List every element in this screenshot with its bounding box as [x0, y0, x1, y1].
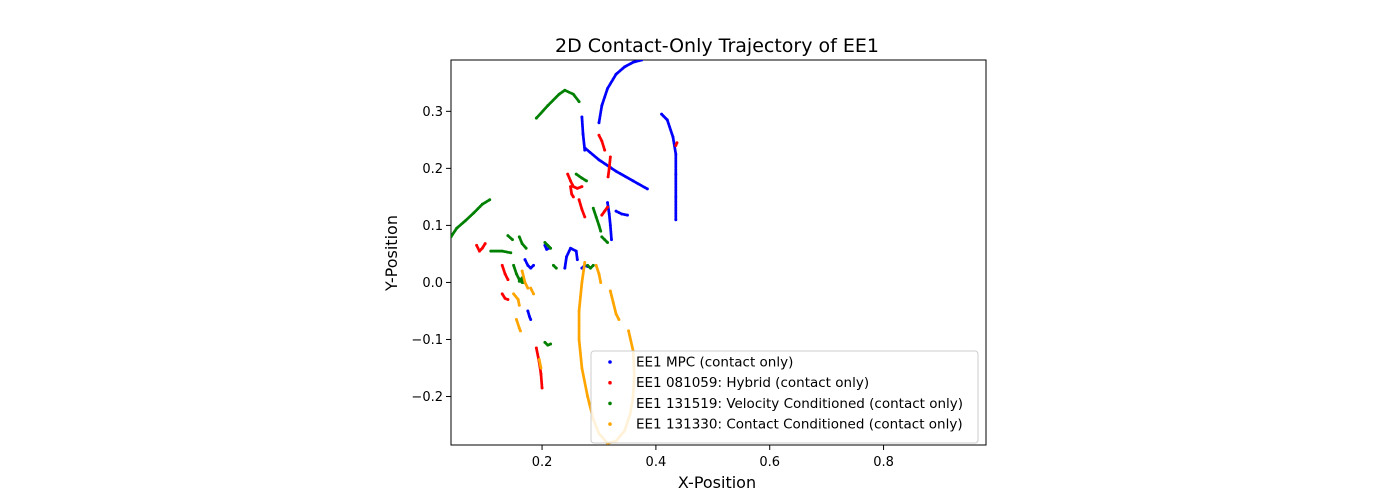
y-tick-label: −0.2 — [411, 390, 443, 405]
y-tick-label: 0.2 — [422, 162, 443, 177]
series-0-points — [523, 60, 678, 322]
legend: EE1 MPC (contact only) EE1 081059: Hybrid… — [590, 350, 979, 444]
series-1-points — [475, 133, 679, 390]
data-point — [524, 246, 528, 250]
legend-box — [590, 350, 979, 444]
data-point — [606, 175, 610, 179]
legend-label: EE1 MPC (contact only) — [636, 355, 793, 371]
data-point — [506, 298, 510, 302]
data-point — [506, 278, 510, 282]
y-axis-label: Y-Position — [382, 215, 401, 292]
x-tick-label: 0.6 — [759, 455, 780, 470]
data-point — [488, 198, 492, 202]
data-point — [645, 187, 649, 191]
y-tick-label: 0.0 — [422, 276, 443, 291]
data-point — [577, 100, 581, 104]
data-point — [571, 195, 575, 199]
data-point — [518, 329, 522, 333]
data-point — [549, 342, 553, 346]
data-point — [549, 246, 553, 250]
data-point — [554, 266, 558, 270]
data-point — [675, 141, 679, 145]
legend-label: EE1 131519: Velocity Conditioned (contac… — [636, 396, 963, 412]
data-point — [540, 386, 544, 390]
x-tick-label: 0.4 — [646, 455, 667, 470]
y-axis-ticks: −0.2 −0.1 0.0 0.1 0.2 0.3 — [411, 105, 451, 405]
data-point — [591, 263, 595, 267]
data-point — [625, 213, 629, 217]
data-point — [599, 229, 603, 233]
data-point — [606, 205, 610, 209]
legend-label: EE1 081059: Hybrid (contact only) — [636, 375, 869, 391]
data-point — [510, 238, 514, 242]
x-tick-label: 0.2 — [532, 455, 553, 470]
legend-marker — [608, 380, 612, 385]
data-point — [640, 60, 644, 62]
data-point — [526, 286, 530, 290]
data-point — [532, 292, 536, 296]
x-axis-ticks: 0.2 0.4 0.6 0.8 — [532, 445, 894, 470]
data-point — [583, 215, 587, 219]
data-point — [532, 263, 536, 267]
y-tick-label: 0.1 — [422, 219, 443, 234]
y-tick-label: −0.1 — [411, 333, 443, 348]
data-point — [584, 179, 588, 183]
y-tick-label: 0.3 — [422, 105, 443, 120]
data-point — [674, 218, 678, 222]
data-point — [575, 258, 579, 262]
data-point — [617, 318, 621, 322]
x-axis-label: X-Position — [678, 473, 756, 492]
data-point — [627, 329, 631, 333]
x-tick-label: 0.8 — [873, 455, 894, 470]
data-point — [599, 280, 603, 284]
data-point — [509, 251, 513, 255]
data-point — [580, 185, 584, 189]
legend-label: EE1 131330: Contact Conditioned (contact… — [636, 417, 963, 433]
data-point — [483, 242, 487, 246]
plot-area-frame — [450, 59, 987, 446]
chart-title: 2D Contact-Only Trajectory of EE1 — [555, 35, 879, 57]
data-point — [610, 238, 613, 242]
data-point — [529, 318, 533, 322]
legend-marker — [608, 422, 612, 426]
data-point — [517, 303, 521, 307]
data-point — [606, 241, 610, 245]
legend-marker — [608, 401, 612, 406]
data-point — [603, 148, 607, 152]
legend-marker — [608, 360, 612, 364]
data-point — [539, 366, 543, 370]
